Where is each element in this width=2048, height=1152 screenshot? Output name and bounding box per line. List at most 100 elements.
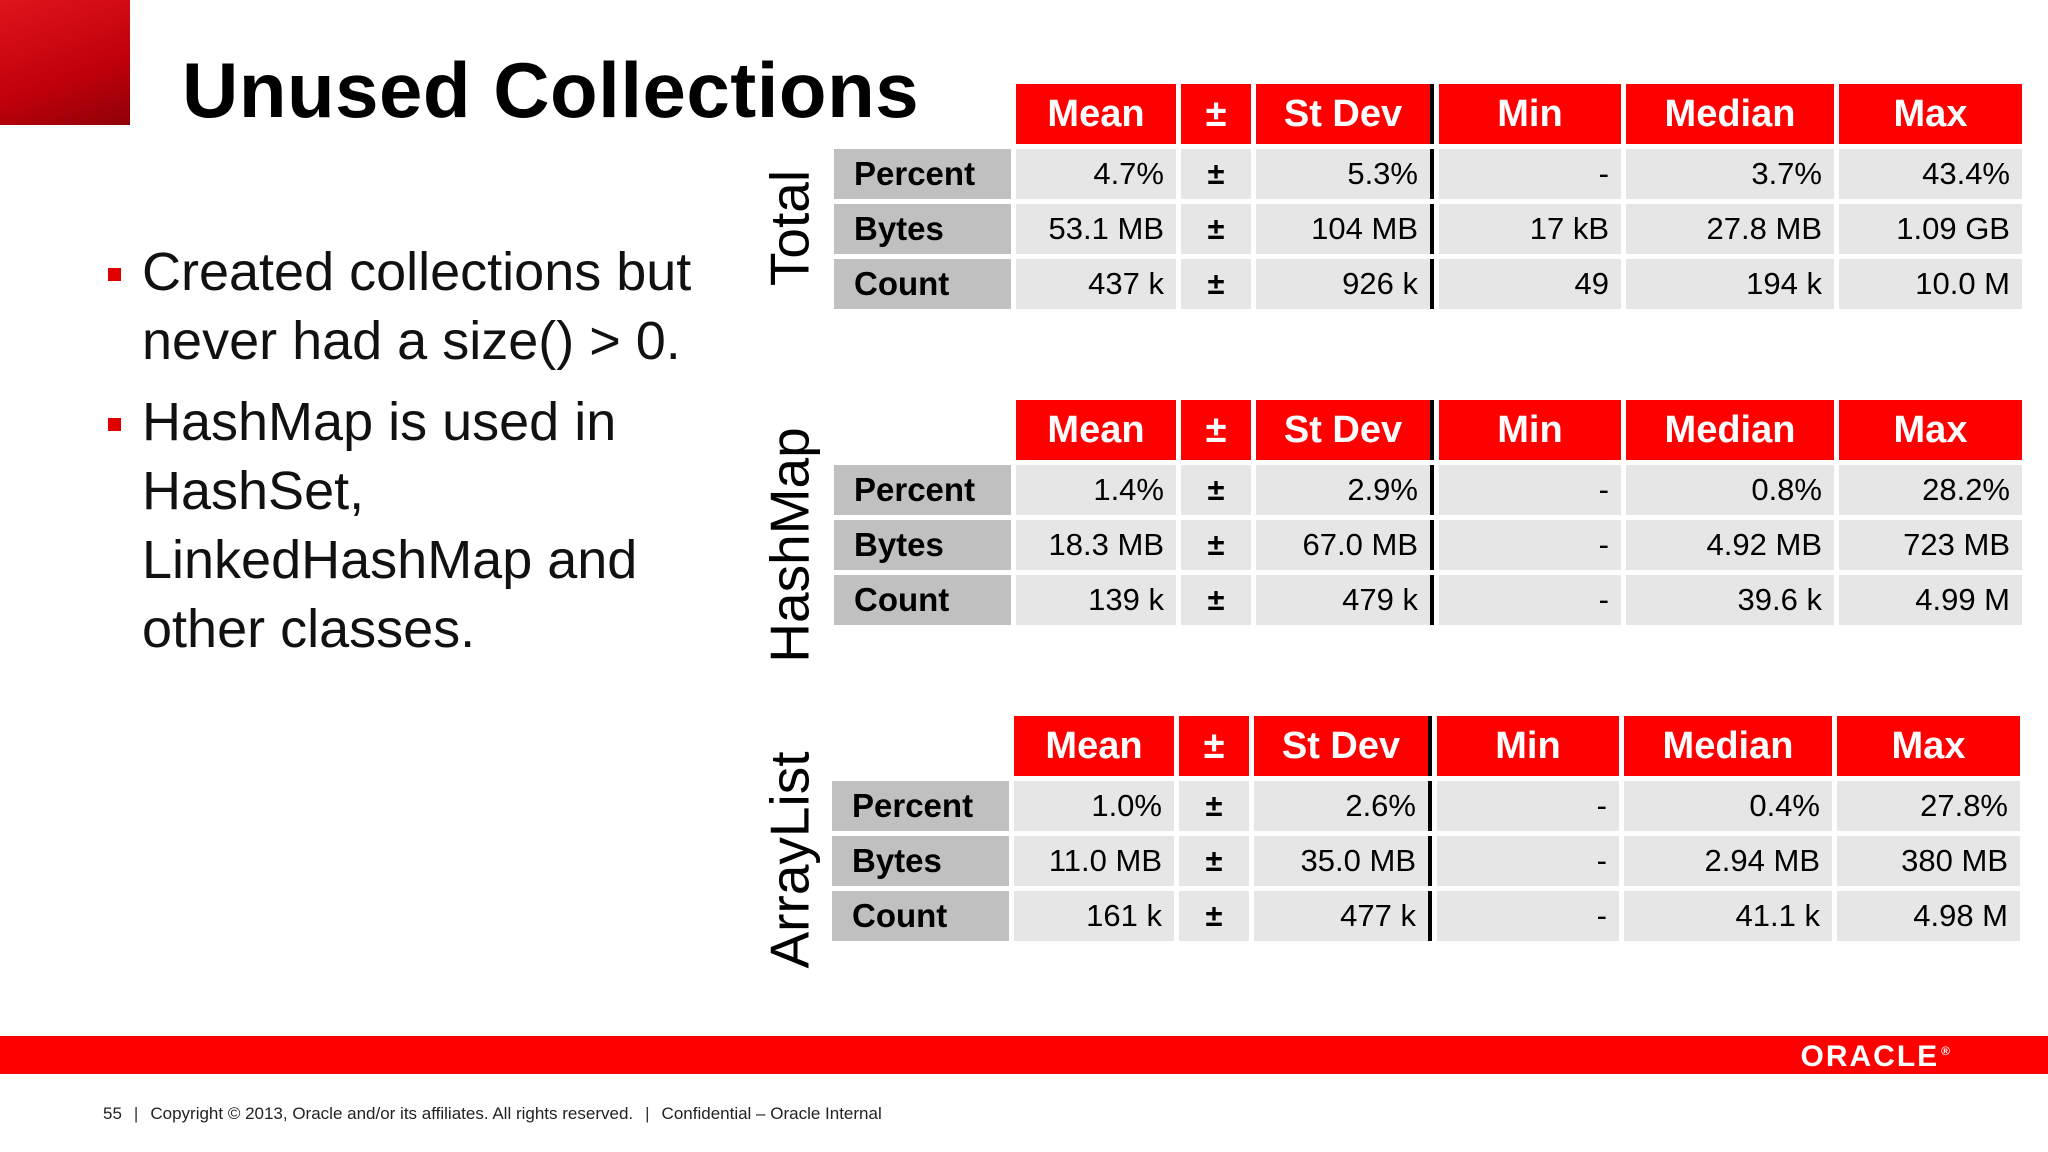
cell-median: 0.4% — [1624, 781, 1832, 831]
table-row: Percent 1.4% ± 2.9% - 0.8% 28.2% — [834, 465, 2022, 515]
row-label: Count — [834, 575, 1011, 625]
footer-separator: | — [133, 1104, 139, 1123]
header-mean: Mean — [1016, 84, 1176, 144]
header-max: Max — [1837, 716, 2020, 776]
table-row: Bytes 18.3 MB ± 67.0 MB - 4.92 MB 723 MB — [834, 520, 2022, 570]
stats-table-arraylist: Mean ± St Dev Min Median Max Percent 1.0… — [827, 711, 2025, 946]
cell-max: 4.99 M — [1839, 575, 2022, 625]
cell-min: 49 — [1439, 259, 1621, 309]
cell-min: - — [1439, 520, 1621, 570]
row-label: Bytes — [834, 204, 1011, 254]
cell-mean: 139 k — [1016, 575, 1176, 625]
bullet-text: HashMap is used in HashSet, LinkedHashMa… — [142, 392, 638, 659]
cell-plus-minus: ± — [1181, 520, 1251, 570]
cell-max: 1.09 GB — [1839, 204, 2022, 254]
bullet-text: Created collections but never had a size… — [142, 242, 692, 371]
cell-stdev: 926 k — [1256, 259, 1434, 309]
row-label: Bytes — [832, 836, 1009, 886]
cell-plus-minus: ± — [1181, 204, 1251, 254]
bullet-item: Created collections but never had a size… — [100, 238, 740, 376]
cell-max: 380 MB — [1837, 836, 2020, 886]
table-row: Count 437 k ± 926 k 49 194 k 10.0 M — [834, 259, 2022, 309]
corner-accent-block — [0, 0, 130, 125]
cell-plus-minus: ± — [1179, 891, 1249, 941]
header-plus-minus: ± — [1181, 84, 1251, 144]
cell-stdev: 5.3% — [1256, 149, 1434, 199]
copyright-text: Copyright © 2013, Oracle and/or its affi… — [150, 1104, 634, 1123]
header-median: Median — [1626, 84, 1834, 144]
cell-stdev: 104 MB — [1256, 204, 1434, 254]
header-median: Median — [1626, 400, 1834, 460]
cell-mean: 1.4% — [1016, 465, 1176, 515]
table-row: Percent 4.7% ± 5.3% - 3.7% 43.4% — [834, 149, 2022, 199]
cell-min: 17 kB — [1439, 204, 1621, 254]
cell-plus-minus: ± — [1179, 836, 1249, 886]
header-median: Median — [1624, 716, 1832, 776]
table-header-row: Mean ± St Dev Min Median Max — [832, 716, 2020, 776]
cell-median: 41.1 k — [1624, 891, 1832, 941]
header-stdev: St Dev — [1256, 84, 1434, 144]
header-plus-minus: ± — [1179, 716, 1249, 776]
cell-plus-minus: ± — [1181, 149, 1251, 199]
table-row: Count 161 k ± 477 k - 41.1 k 4.98 M — [832, 891, 2020, 941]
section-label-hashmap: HashMap — [758, 427, 821, 663]
cell-mean: 18.3 MB — [1016, 520, 1176, 570]
cell-mean: 161 k — [1014, 891, 1174, 941]
cell-median: 3.7% — [1626, 149, 1834, 199]
header-blank — [832, 716, 1009, 776]
header-plus-minus: ± — [1181, 400, 1251, 460]
header-stdev: St Dev — [1256, 400, 1434, 460]
slide-title: Unused Collections — [182, 46, 920, 134]
header-blank — [834, 84, 1011, 144]
cell-stdev: 67.0 MB — [1256, 520, 1434, 570]
row-label: Bytes — [834, 520, 1011, 570]
cell-mean: 11.0 MB — [1014, 836, 1174, 886]
table-row: Count 139 k ± 479 k - 39.6 k 4.99 M — [834, 575, 2022, 625]
bullet-item: HashMap is used in HashSet, LinkedHashMa… — [100, 388, 740, 664]
cell-stdev: 479 k — [1256, 575, 1434, 625]
header-mean: Mean — [1016, 400, 1176, 460]
cell-stdev: 477 k — [1254, 891, 1432, 941]
cell-max: 27.8% — [1837, 781, 2020, 831]
bullet-square-icon — [108, 268, 121, 281]
registered-mark: ® — [1941, 1044, 1952, 1058]
footer-text: 55 | Copyright © 2013, Oracle and/or its a… — [103, 1104, 882, 1124]
cell-min: - — [1439, 149, 1621, 199]
cell-max: 723 MB — [1839, 520, 2022, 570]
cell-mean: 4.7% — [1016, 149, 1176, 199]
cell-plus-minus: ± — [1181, 465, 1251, 515]
cell-max: 10.0 M — [1839, 259, 2022, 309]
cell-min: - — [1437, 836, 1619, 886]
cell-min: - — [1439, 575, 1621, 625]
row-label: Count — [834, 259, 1011, 309]
oracle-logo: ORACLE ® — [1800, 1040, 1952, 1074]
oracle-logo-text: ORACLE — [1800, 1040, 1940, 1073]
cell-max: 28.2% — [1839, 465, 2022, 515]
cell-stdev: 2.9% — [1256, 465, 1434, 515]
row-label: Count — [832, 891, 1009, 941]
bullet-list: Created collections but never had a size… — [100, 238, 740, 676]
row-label: Percent — [834, 149, 1011, 199]
cell-plus-minus: ± — [1179, 781, 1249, 831]
cell-mean: 53.1 MB — [1016, 204, 1176, 254]
cell-min: - — [1437, 891, 1619, 941]
cell-max: 4.98 M — [1837, 891, 2020, 941]
table-header-row: Mean ± St Dev Min Median Max — [834, 400, 2022, 460]
cell-mean: 1.0% — [1014, 781, 1174, 831]
row-label: Percent — [832, 781, 1009, 831]
header-max: Max — [1839, 84, 2022, 144]
cell-min: - — [1437, 781, 1619, 831]
section-label-arraylist: ArrayList — [758, 751, 821, 969]
header-mean: Mean — [1014, 716, 1174, 776]
header-max: Max — [1839, 400, 2022, 460]
header-stdev: St Dev — [1254, 716, 1432, 776]
section-label-total: Total — [758, 169, 821, 287]
row-label: Percent — [834, 465, 1011, 515]
cell-min: - — [1439, 465, 1621, 515]
cell-plus-minus: ± — [1181, 575, 1251, 625]
stats-table-total: Mean ± St Dev Min Median Max Percent 4.7… — [829, 79, 2027, 314]
table-header-row: Mean ± St Dev Min Median Max — [834, 84, 2022, 144]
cell-median: 39.6 k — [1626, 575, 1834, 625]
table-row: Bytes 11.0 MB ± 35.0 MB - 2.94 MB 380 MB — [832, 836, 2020, 886]
cell-stdev: 35.0 MB — [1254, 836, 1432, 886]
